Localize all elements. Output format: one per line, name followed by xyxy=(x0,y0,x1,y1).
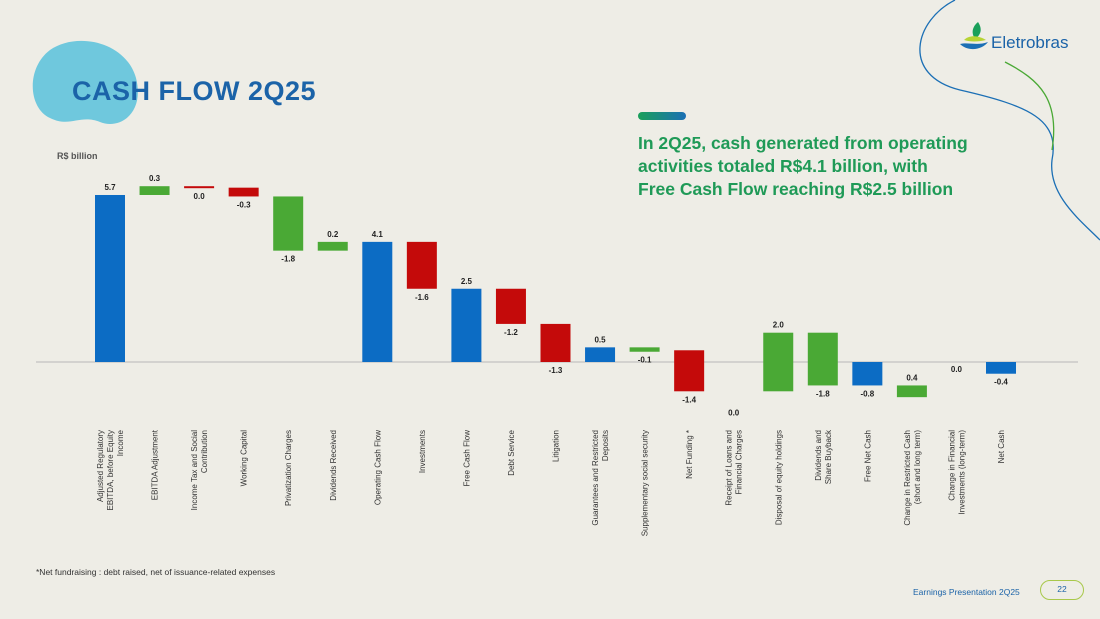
category-label-16-1: Share Buyback xyxy=(824,429,833,484)
value-label-11: 0.5 xyxy=(594,335,606,344)
bar-11 xyxy=(585,347,616,362)
page-title: CASH FLOW 2Q25 xyxy=(72,76,317,106)
category-label-2-1: Contribution xyxy=(200,430,209,473)
category-label-3-0: Working Capital xyxy=(240,430,249,487)
category-label-7-0: Investments xyxy=(418,430,427,473)
value-label-3: -0.3 xyxy=(237,200,251,209)
headline-line-3-text: Free Cash Flow reaching R$2.5 billion xyxy=(638,179,954,199)
footnote: *Net fundraising : debt raised, net of i… xyxy=(36,567,276,577)
category-label-0-1: EBITDA, before Equity xyxy=(106,430,115,510)
category-label-11-1: Deposits xyxy=(601,430,610,461)
category-label-4-0: Privatization Charges xyxy=(284,430,293,506)
value-label-0: 5.7 xyxy=(104,183,116,192)
value-label-19: 0.0 xyxy=(951,365,963,374)
value-label-16: -1.8 xyxy=(816,389,830,398)
value-label-6: 4.1 xyxy=(372,230,384,239)
bar-3 xyxy=(228,187,259,197)
value-label-18: 0.4 xyxy=(906,373,918,382)
category-label-16-0: Dividends and xyxy=(814,430,823,481)
bar-1 xyxy=(139,186,170,195)
value-label-7: -1.6 xyxy=(415,293,429,302)
bar-18 xyxy=(896,385,927,398)
value-label-15: 2.0 xyxy=(773,321,785,330)
value-label-1: 0.3 xyxy=(149,174,161,183)
value-label-10: -1.3 xyxy=(549,366,563,375)
category-label-15-0: Disposal of equity holdings xyxy=(774,430,783,525)
bar-20 xyxy=(986,362,1016,374)
value-label-9: -1.2 xyxy=(504,328,518,337)
bar-13 xyxy=(674,350,705,392)
decorative-blob xyxy=(32,40,138,124)
bar-4 xyxy=(273,196,304,251)
category-label-10-0: Litigation xyxy=(552,430,561,462)
bar-8 xyxy=(451,288,482,362)
headline-line-3: Free Cash Flow reaching R$2.5 billion xyxy=(638,178,1068,201)
category-label-18-0: Change in Restricted Cash xyxy=(903,430,912,526)
value-label-5: 0.2 xyxy=(327,230,339,239)
category-label-18-1: (short and long term) xyxy=(913,430,922,505)
bar-16 xyxy=(807,332,838,386)
category-label-11-0: Guarantees and Restricted xyxy=(591,430,600,526)
value-label-4: -1.8 xyxy=(281,255,295,264)
category-label-12-0: Supplementary social security xyxy=(641,430,650,536)
bar-17 xyxy=(852,362,883,386)
bar-5 xyxy=(317,241,348,251)
value-label-8: 2.5 xyxy=(461,277,473,286)
logo-text: Eletrobras xyxy=(991,33,1069,52)
bar-7 xyxy=(406,241,437,289)
category-label-0-0: Adjusted Regulatory xyxy=(96,430,105,502)
category-label-19-0: Change in Financial xyxy=(947,430,956,501)
value-label-2: 0.0 xyxy=(194,192,206,201)
category-label-14-1: Financial Charges xyxy=(735,430,744,494)
category-label-17-0: Free Net Cash xyxy=(863,430,872,482)
bar-10 xyxy=(540,323,571,362)
category-label-0-2: Income xyxy=(116,429,125,456)
category-label-8-0: Free Cash Flow xyxy=(462,430,471,487)
value-label-12: -0.1 xyxy=(638,356,652,365)
bar-0 xyxy=(95,194,125,362)
value-label-20: -0.4 xyxy=(994,378,1008,387)
category-label-14-0: Receipt of Loans and xyxy=(725,430,734,506)
bar-6 xyxy=(362,241,393,362)
category-label-6-0: Operating Cash Flow xyxy=(373,430,382,505)
category-label-13-0: Net Funding * xyxy=(685,430,694,479)
headline-line-1: In 2Q25, cash generated from operating xyxy=(638,133,968,153)
category-label-5-0: Dividends Received xyxy=(329,430,338,501)
category-label-19-1: Investments (long-term) xyxy=(957,430,966,515)
category-label-1-0: EBITDA Adjustment xyxy=(151,429,160,500)
value-label-14: 0.0 xyxy=(728,408,740,417)
eletrobras-logo-icon xyxy=(960,22,988,50)
value-label-13: -1.4 xyxy=(682,395,696,404)
bar-2 xyxy=(184,186,215,189)
category-label-20-0: Net Cash xyxy=(997,430,1006,463)
bar-12 xyxy=(629,347,660,352)
footer-text: Earnings Presentation 2Q25 xyxy=(913,587,1020,597)
category-label-9-0: Debt Service xyxy=(507,429,516,475)
category-label-2-0: Income Tax and Social xyxy=(190,430,199,511)
accent-bar xyxy=(638,112,686,120)
headline-line-2: activities totaled R$4.1 billion, with xyxy=(638,156,928,176)
headline: In 2Q25, cash generated from operating a… xyxy=(638,132,1068,201)
bar-9 xyxy=(495,288,526,324)
page-number: 22 xyxy=(1040,580,1084,600)
bar-15 xyxy=(763,332,794,392)
unit-label: R$ billion xyxy=(57,151,98,161)
value-label-17: -0.8 xyxy=(860,389,874,398)
